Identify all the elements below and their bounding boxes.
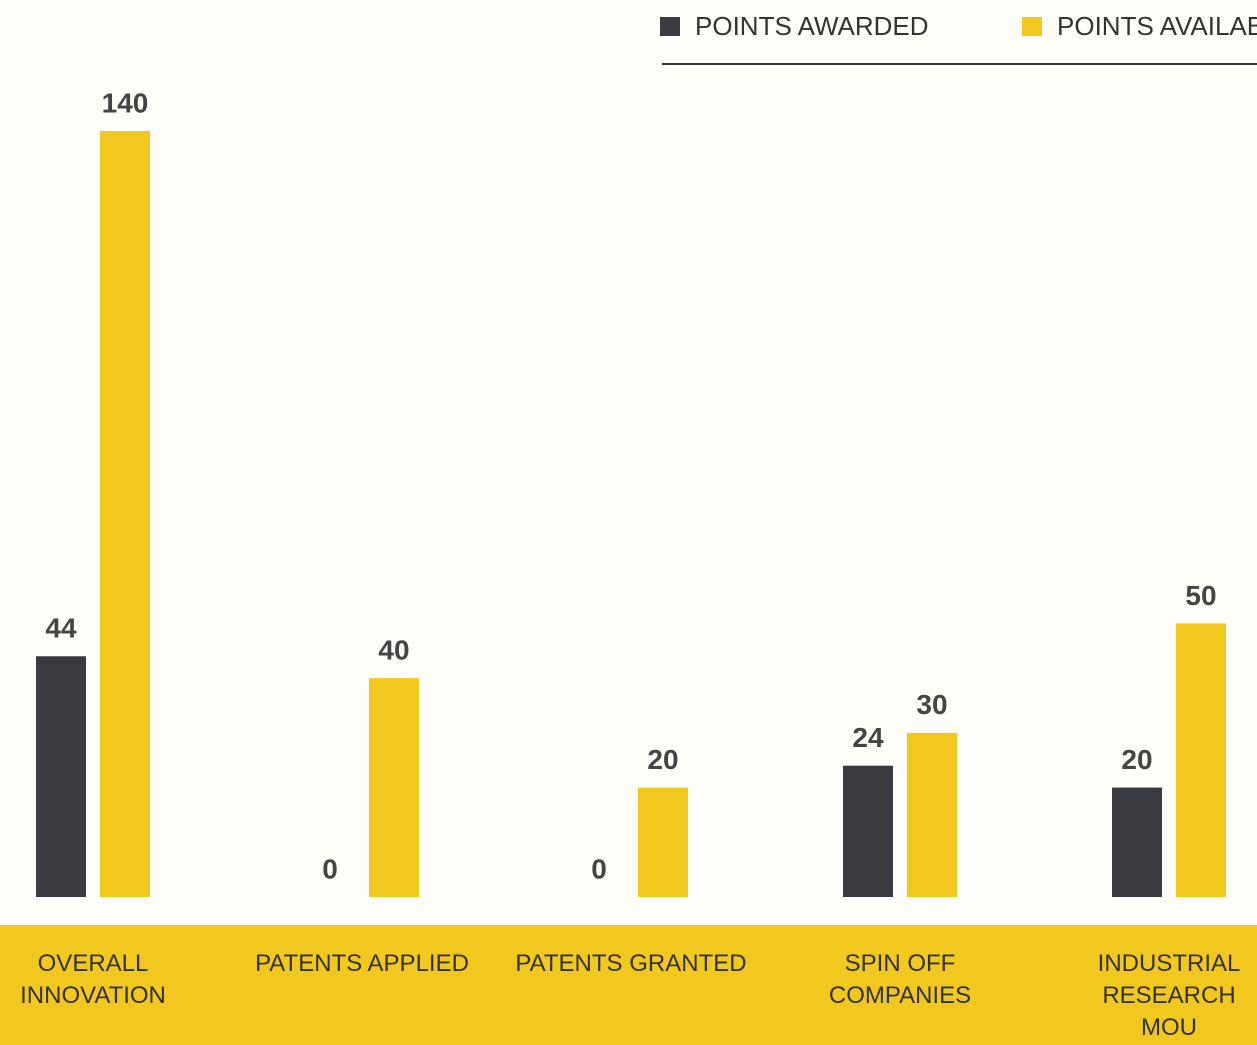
value-label: 20 <box>647 744 678 775</box>
value-label: 40 <box>378 635 409 666</box>
legend-swatch <box>1022 17 1042 36</box>
x-tick-label: PATENTS APPLIED <box>255 950 469 977</box>
value-label: 20 <box>1121 744 1152 775</box>
value-label: 44 <box>45 613 77 644</box>
bar <box>907 732 957 897</box>
value-label: 0 <box>591 853 607 884</box>
value-label: 24 <box>852 722 884 753</box>
bar <box>1112 787 1162 897</box>
value-label: 30 <box>916 689 947 720</box>
bar <box>36 656 86 897</box>
bar <box>843 765 893 897</box>
legend-label: POINTS AVAILABLE <box>1057 11 1257 41</box>
x-tick-label: INDUSTRIAL RESEARCH MOU <box>1097 950 1241 1041</box>
value-label: 0 <box>322 853 338 884</box>
x-tick-label: OVERALL INNOVATION <box>20 950 166 1009</box>
bar <box>638 787 688 897</box>
x-tick-label: PATENTS GRANTED <box>515 950 747 977</box>
value-label: 140 <box>102 87 149 118</box>
bar <box>1176 623 1226 897</box>
legend-label: POINTS AWARDED <box>695 11 929 41</box>
bar <box>369 678 419 897</box>
bar <box>100 131 150 897</box>
x-tick-label: SPIN OFF COMPANIES <box>828 950 972 1009</box>
value-label: 50 <box>1185 580 1216 611</box>
legend-swatch <box>660 17 680 36</box>
category-band <box>0 925 1257 1045</box>
